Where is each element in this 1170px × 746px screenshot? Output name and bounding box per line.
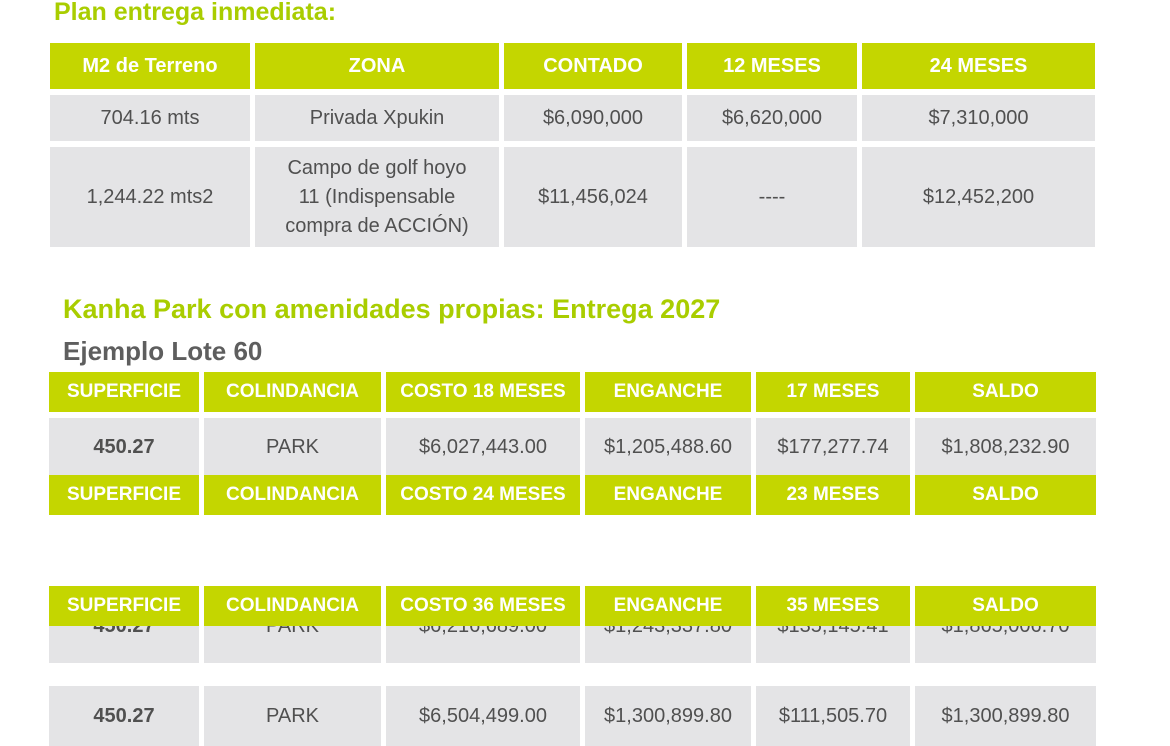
table-header-row: SUPERFICIE COLINDANCIA COSTO 18 MESES EN… xyxy=(49,372,1096,412)
header-24-meses: 24 MESES xyxy=(862,43,1095,89)
header-superficie: SUPERFICIE xyxy=(49,586,199,626)
cell-enganche: $1,300,899.80 xyxy=(585,686,751,746)
cell-12-meses: ---- xyxy=(687,147,857,247)
plan-entrega-table: M2 de Terreno ZONA CONTADO 12 MESES 24 M… xyxy=(45,37,1100,253)
header-12-meses: 12 MESES xyxy=(687,43,857,89)
section-title-plan-entrega: Plan entrega inmediata: xyxy=(54,0,337,26)
table-header-row: SUPERFICIE COLINDANCIA COSTO 24 MESES EN… xyxy=(49,475,1096,515)
header-colindancia: COLINDANCIA xyxy=(204,586,381,626)
header-colindancia: COLINDANCIA xyxy=(204,372,381,412)
header-enganche: ENGANCHE xyxy=(585,372,751,412)
plan-36-meses-table: SUPERFICIE COLINDANCIA COSTO 36 MESES EN… xyxy=(44,586,1101,746)
plan-18-meses-table: SUPERFICIE COLINDANCIA COSTO 18 MESES EN… xyxy=(44,372,1101,476)
table-header-row: M2 de Terreno ZONA CONTADO 12 MESES 24 M… xyxy=(50,43,1095,89)
cell-costo: $6,504,499.00 xyxy=(386,686,580,746)
header-meses: 17 MESES xyxy=(756,372,910,412)
header-zona: ZONA xyxy=(255,43,499,89)
table-row: 450.27 PARK $6,504,499.00 $1,300,899.80 … xyxy=(49,686,1096,746)
header-m2: M2 de Terreno xyxy=(50,43,250,89)
header-saldo: SALDO xyxy=(915,475,1096,515)
cell-contado: $11,456,024 xyxy=(504,147,682,247)
header-meses: 35 MESES xyxy=(756,586,910,626)
cell-m2: 704.16 mts xyxy=(50,95,250,141)
zona-line-1: Campo de golf hoyo xyxy=(287,156,467,179)
cell-contado: $6,090,000 xyxy=(504,95,682,141)
header-costo: COSTO 36 MESES xyxy=(386,586,580,626)
header-enganche: ENGANCHE xyxy=(585,475,751,515)
cell-colindancia: PARK xyxy=(204,418,381,476)
header-saldo: SALDO xyxy=(915,372,1096,412)
header-meses: 23 MESES xyxy=(756,475,910,515)
header-costo: COSTO 24 MESES xyxy=(386,475,580,515)
cell-enganche: $1,205,488.60 xyxy=(585,418,751,476)
table-row: 450.27 PARK $6,027,443.00 $1,205,488.60 … xyxy=(49,418,1096,476)
cell-meses: $177,277.74 xyxy=(756,418,910,476)
cell-24-meses: $7,310,000 xyxy=(862,95,1095,141)
header-enganche: ENGANCHE xyxy=(585,586,751,626)
cell-saldo: $1,300,899.80 xyxy=(915,686,1096,746)
zona-line-2: 11 (Indispensable xyxy=(298,185,456,208)
cell-12-meses: $6,620,000 xyxy=(687,95,857,141)
header-contado: CONTADO xyxy=(504,43,682,89)
section-subtitle-lote: Ejemplo Lote 60 xyxy=(63,336,263,366)
header-saldo: SALDO xyxy=(915,586,1096,626)
zona-line-3: compra de ACCIÓN) xyxy=(285,214,469,237)
header-colindancia: COLINDANCIA xyxy=(204,475,381,515)
cell-superficie: 450.27 xyxy=(49,686,199,746)
header-superficie: SUPERFICIE xyxy=(49,372,199,412)
section-title-kanha-park: Kanha Park con amenidades propias: Entre… xyxy=(63,294,721,324)
header-superficie: SUPERFICIE xyxy=(49,475,199,515)
table-header-row: SUPERFICIE COLINDANCIA COSTO 36 MESES EN… xyxy=(49,586,1096,626)
cell-costo: $6,027,443.00 xyxy=(386,418,580,476)
cell-zona: Campo de golf hoyo 11 (Indispensable com… xyxy=(255,147,499,247)
table-row: 704.16 mts Privada Xpukin $6,090,000 $6,… xyxy=(50,95,1095,141)
table-row: 1,244.22 mts2 Campo de golf hoyo 11 (Ind… xyxy=(50,147,1095,247)
cell-superficie: 450.27 xyxy=(49,418,199,476)
cell-24-meses: $12,452,200 xyxy=(862,147,1095,247)
cell-m2: 1,244.22 mts2 xyxy=(50,147,250,247)
cell-zona: Privada Xpukin xyxy=(255,95,499,141)
cell-saldo: $1,808,232.90 xyxy=(915,418,1096,476)
header-costo: COSTO 18 MESES xyxy=(386,372,580,412)
cell-meses: $111,505.70 xyxy=(756,686,910,746)
cell-colindancia: PARK xyxy=(204,686,381,746)
